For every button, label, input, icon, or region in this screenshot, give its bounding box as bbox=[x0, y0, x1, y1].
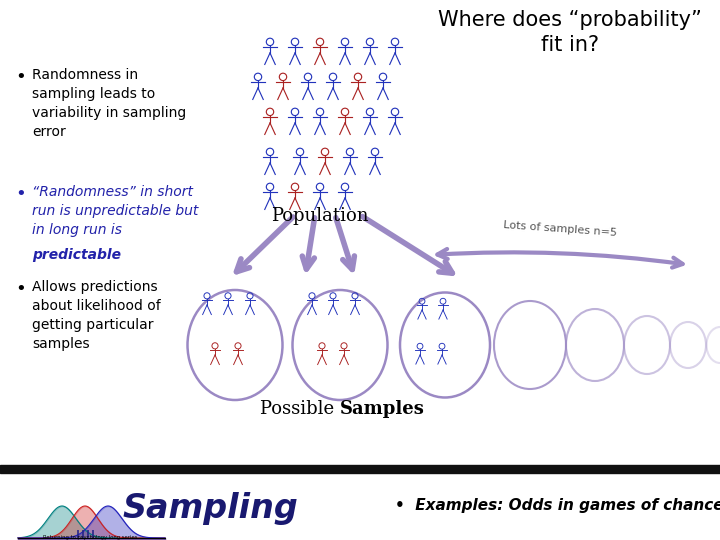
Bar bbox=[87, 530, 89, 538]
Bar bbox=[82, 530, 84, 538]
Text: Samples: Samples bbox=[340, 400, 425, 418]
Text: •: • bbox=[15, 280, 26, 298]
Text: Returning to psychology long series: Returning to psychology long series bbox=[42, 535, 138, 539]
Bar bbox=[77, 530, 79, 538]
FancyArrowPatch shape bbox=[362, 217, 452, 273]
Text: “Randomness” in short
run is unpredictable but
in long run is: “Randomness” in short run is unpredictab… bbox=[32, 185, 199, 237]
FancyArrowPatch shape bbox=[236, 217, 293, 272]
Bar bbox=[92, 530, 94, 538]
Text: Population: Population bbox=[271, 207, 369, 225]
Text: Allows predictions
about likelihood of
getting particular
samples: Allows predictions about likelihood of g… bbox=[32, 280, 161, 351]
FancyArrowPatch shape bbox=[438, 249, 683, 268]
Text: Randomness in
sampling leads to
variability in sampling
error: Randomness in sampling leads to variabil… bbox=[32, 68, 186, 139]
FancyArrowPatch shape bbox=[302, 218, 315, 269]
Bar bbox=[0, 465, 720, 473]
Text: Where does “probability”
fit in?: Where does “probability” fit in? bbox=[438, 10, 702, 55]
Bar bbox=[0, 473, 720, 540]
Text: •  Examples: Odds in games of chance: • Examples: Odds in games of chance bbox=[395, 498, 720, 513]
Text: Possible: Possible bbox=[260, 400, 340, 418]
Text: predictable: predictable bbox=[32, 248, 121, 262]
FancyArrowPatch shape bbox=[336, 218, 354, 269]
Text: Sampling: Sampling bbox=[122, 492, 298, 525]
Text: •: • bbox=[15, 185, 26, 203]
Text: Lots of samples n=5: Lots of samples n=5 bbox=[503, 220, 617, 238]
Text: •: • bbox=[15, 68, 26, 86]
